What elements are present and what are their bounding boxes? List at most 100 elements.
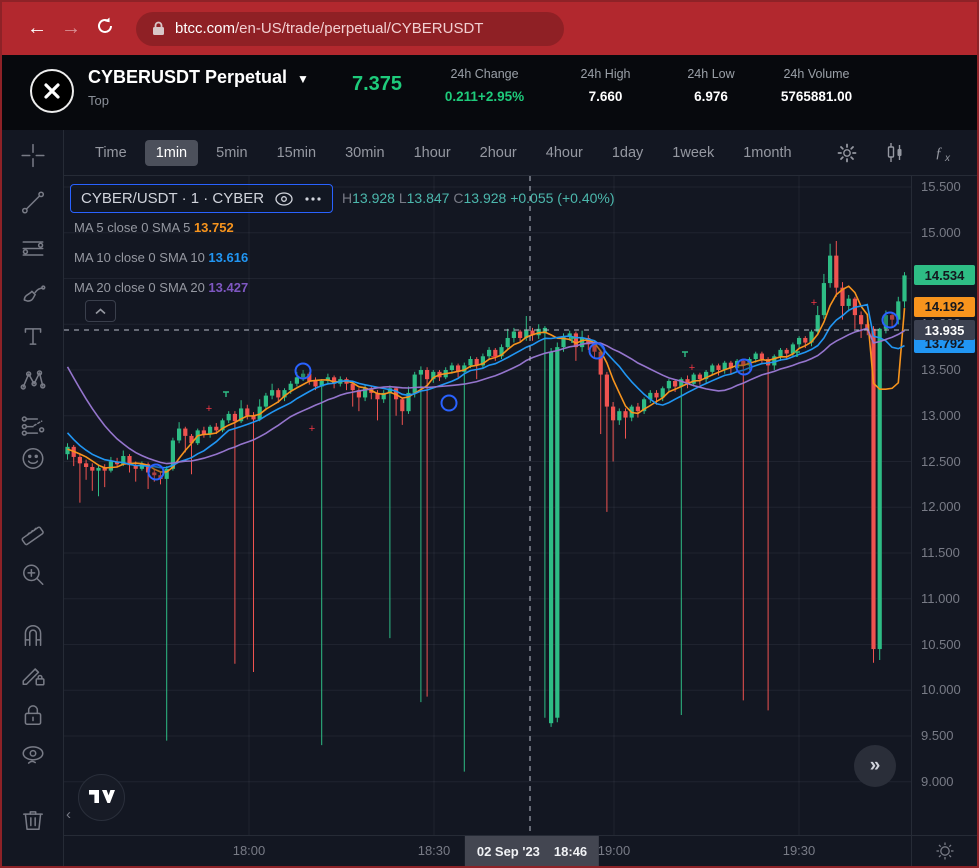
price-badge-14.192: 14.192 [914,296,975,317]
candle-body [753,353,758,360]
remove-all-tool-icon[interactable] [20,807,46,838]
candle-body [226,413,231,421]
reload-button[interactable] [88,16,122,42]
candle-body [270,390,275,396]
tick-marker [682,351,688,357]
candle-body [790,344,795,354]
stat-value: 0.211+2.95% [444,89,525,104]
emoji-tool-icon[interactable] [20,446,46,477]
ma-value: 13.427 [208,280,249,295]
candle-body [406,392,411,412]
theme-sun-icon[interactable] [935,841,955,861]
time-tick-label: 18:00 [232,843,266,858]
candle-body [846,298,851,306]
chart-symbol-box[interactable]: CYBER/USDT · 1 · CYBER [70,184,334,213]
candle-body [319,380,324,387]
magnet-tool-icon[interactable] [20,623,46,654]
prediction-tool-icon[interactable] [20,413,46,444]
interval-button-1week[interactable]: 1week [672,144,715,161]
candle-body [561,337,566,348]
chart-style-candles-icon[interactable] [884,142,906,164]
drawing-lock-tool-icon[interactable] [20,662,46,693]
symbol-dropdown-caret[interactable]: ▼ [297,72,309,86]
interval-button-4hour[interactable]: 4hour [545,144,583,161]
candle-body [232,413,237,422]
price-tick-label: 9.000 [921,773,954,789]
candle-body [183,428,188,436]
candle-body [493,349,498,357]
plus-marker: + [309,423,315,435]
lock-icon [153,21,164,35]
candle-body [462,365,467,372]
time-tick-label: 18:30 [417,843,451,858]
legend-collapse-button[interactable] [85,300,116,322]
price-tick-label: 10.500 [921,636,961,652]
candle-body [778,349,783,357]
price-badge-13.935: 13.935 [914,320,975,341]
trend-line-tool-icon[interactable] [20,190,46,221]
candle-body [177,428,182,441]
visibility-eye-icon[interactable] [274,191,294,206]
zoom-in-tool-icon[interactable] [20,562,46,593]
price-tick-label: 13.000 [921,407,961,423]
tradingview-logo[interactable] [78,774,125,821]
price-axis[interactable]: 15.50015.00014.50014.00013.50013.00012.5… [912,176,977,835]
interval-button-30min[interactable]: 30min [345,144,385,161]
candle-body [617,411,622,421]
price-tick-label: 11.000 [921,590,960,606]
measure-tool-icon[interactable] [20,520,46,551]
candle-body [592,344,597,352]
candle-body [536,328,541,336]
candle-body [220,420,225,431]
tradingview-mark-icon [88,789,115,803]
lock-all-tool-icon[interactable] [20,702,46,733]
price-tick-label: 9.500 [921,728,954,743]
interval-button-1month[interactable]: 1month [743,144,792,161]
xabcd-pattern-tool-icon[interactable] [20,368,46,399]
candle-body [611,406,616,421]
exchange-logo [30,69,74,113]
expand-panel-button[interactable]: » [854,745,896,787]
candle-body [623,411,628,418]
candle-body [902,275,907,302]
ma-value: 13.616 [208,250,249,265]
candle-body [449,365,454,370]
brush-tool-icon[interactable] [20,281,46,312]
candlestick-chart[interactable]: + + + + + [64,176,911,835]
crosshair-tool-icon[interactable] [20,143,46,174]
address-bar[interactable]: btcc.com/en-US/trade/perpetual/CYBERUSDT [136,11,564,46]
candle-body [567,333,572,338]
candle-body [834,255,839,288]
interval-button-2hour[interactable]: 2hour [479,144,517,161]
chart-canvas[interactable]: + + + + + CYBER/USDT · 1 · CYBER H13.928 L13… [64,176,911,835]
interval-button-1hour[interactable]: 1hour [413,144,451,161]
more-options-icon[interactable] [304,196,322,202]
interval-button-time[interactable]: Time [95,144,127,161]
candle-body [146,464,151,473]
settings-gear-icon[interactable] [836,142,858,164]
text-tool-icon[interactable] [20,324,46,355]
interval-button-15min[interactable]: 15min [276,144,317,161]
candle-body [282,390,287,398]
interval-button-5min[interactable]: 5min [216,144,248,161]
symbol-title[interactable]: CYBERUSDT Perpetual ▼ [88,67,309,87]
price-tick-label: 12.500 [921,453,961,469]
interval-button-1min[interactable]: 1min [144,139,199,166]
ma-line-5 [67,285,906,473]
time-axis[interactable]: 18:00 18:30 19:00 19:30 02 Sep '23 18:46 [64,835,911,866]
candle-body [828,255,833,284]
candle-body [152,472,157,476]
interval-button-1day[interactable]: 1day [611,144,644,161]
back-button[interactable]: ← [27,17,47,39]
ticker-stat-24h-low: 24h Low 6.976 [666,67,756,104]
fib-retracement-tool-icon[interactable] [20,236,46,267]
candle-body [332,377,337,384]
forward-button[interactable]: → [61,17,81,39]
stat-label: 24h Low [687,67,735,81]
candle-body [84,463,89,467]
ma-legend-row: MA 10 close 0 SMA 10 13.616 [74,250,248,265]
hide-all-tool-icon[interactable] [20,743,46,774]
signal-circle-marker [147,463,165,481]
last-price: 7.375 [351,73,403,95]
